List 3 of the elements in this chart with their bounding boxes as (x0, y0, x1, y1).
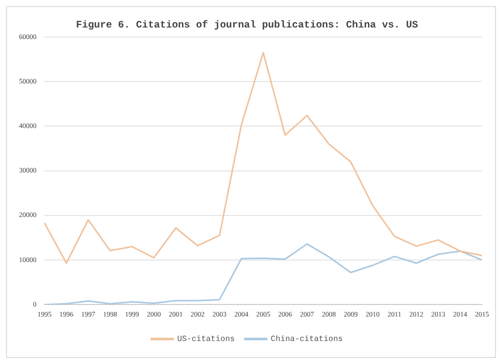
legend-label: US-citations (177, 335, 235, 344)
chart-title: Figure 6. Citations of journal publications: China vs. US (76, 20, 418, 32)
legend-label: China-citations (270, 335, 344, 344)
